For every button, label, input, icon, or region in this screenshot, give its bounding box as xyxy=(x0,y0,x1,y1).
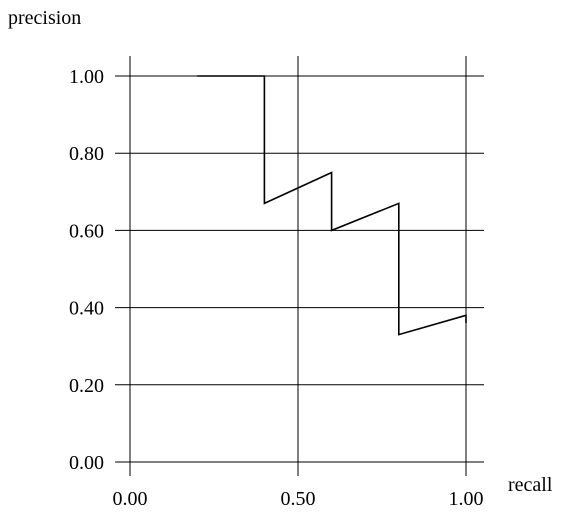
x-axis-label: recall xyxy=(508,474,553,496)
y-tick-label: 0.60 xyxy=(69,220,104,242)
y-tick-label: 0.40 xyxy=(69,298,104,320)
y-tick-label: 0.80 xyxy=(69,143,104,165)
y-tick-label: 0.20 xyxy=(69,375,104,397)
grid-lines xyxy=(115,56,484,476)
precision-recall-line xyxy=(197,75,467,336)
x-tick-label: 0.50 xyxy=(281,488,316,510)
x-tick-label: 0.00 xyxy=(113,488,148,510)
x-tick-label: 1.00 xyxy=(449,488,484,510)
series-layer xyxy=(197,75,467,336)
tick-labels: 0.00 0.20 0.40 0.60 0.80 1.00 0.00 0.50 1.00 xyxy=(69,66,484,510)
y-tick-label: 0.00 xyxy=(69,452,104,474)
y-axis-label: precision xyxy=(8,7,81,29)
y-tick-label: 1.00 xyxy=(69,66,104,88)
